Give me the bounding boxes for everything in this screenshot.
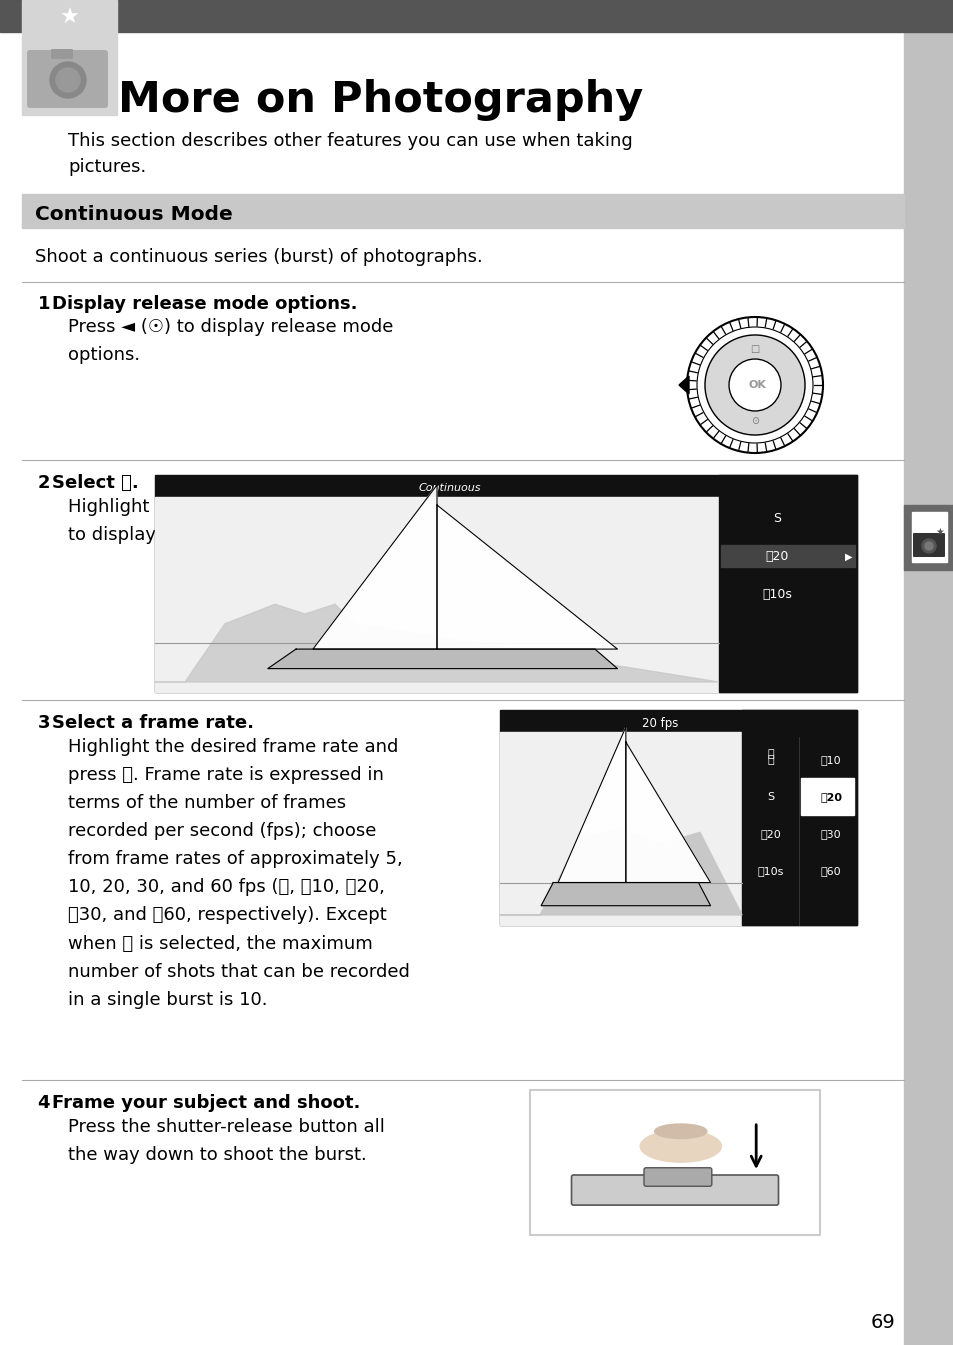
FancyBboxPatch shape xyxy=(571,1176,778,1205)
Bar xyxy=(903,504,953,570)
Circle shape xyxy=(704,335,804,434)
Text: ⎙20: ⎙20 xyxy=(760,829,781,839)
Text: ▶: ▶ xyxy=(844,551,852,562)
Text: Highlight the desired frame rate and
press ⒪. Frame rate is expressed in
terms o: Highlight the desired frame rate and pre… xyxy=(68,738,410,1009)
Text: S: S xyxy=(766,792,774,802)
Text: ⎙30: ⎙30 xyxy=(820,829,841,839)
Text: This section describes other features you can use when taking
pictures.: This section describes other features yo… xyxy=(68,132,632,176)
Polygon shape xyxy=(268,650,617,668)
Text: Press ◄ (☉) to display release mode
options.: Press ◄ (☉) to display release mode opti… xyxy=(68,317,393,364)
Text: Select a frame rate.: Select a frame rate. xyxy=(52,714,253,732)
Bar xyxy=(22,0,117,116)
Text: 2: 2 xyxy=(38,473,56,492)
FancyBboxPatch shape xyxy=(912,533,944,557)
Bar xyxy=(22,194,903,229)
Bar xyxy=(530,1089,820,1235)
Circle shape xyxy=(56,69,80,91)
FancyBboxPatch shape xyxy=(643,1167,711,1186)
Circle shape xyxy=(924,542,932,550)
Bar xyxy=(801,779,853,815)
Text: □: □ xyxy=(750,344,759,354)
Bar xyxy=(499,710,856,925)
Text: Select ⎙.: Select ⎙. xyxy=(52,473,138,492)
Text: ⎙: ⎙ xyxy=(766,749,773,759)
Text: ★: ★ xyxy=(935,527,943,537)
Text: 4: 4 xyxy=(38,1093,56,1112)
Text: 20 fps: 20 fps xyxy=(641,717,679,729)
Text: OK: OK xyxy=(747,381,765,390)
Bar xyxy=(741,710,856,925)
Text: ⎙20: ⎙20 xyxy=(764,550,788,564)
Text: ★: ★ xyxy=(60,8,80,28)
Bar xyxy=(154,498,719,691)
Text: Continuous Mode: Continuous Mode xyxy=(35,206,233,225)
Text: Shoot a continuous series (burst) of photographs.: Shoot a continuous series (burst) of pho… xyxy=(35,247,482,266)
Bar xyxy=(154,475,856,691)
Text: ⎙60: ⎙60 xyxy=(820,866,841,876)
Circle shape xyxy=(686,317,822,453)
Text: Display release mode options.: Display release mode options. xyxy=(52,295,357,313)
Ellipse shape xyxy=(654,1124,706,1138)
Polygon shape xyxy=(436,504,617,650)
Text: Continuous: Continuous xyxy=(418,483,480,494)
Text: ⊙: ⊙ xyxy=(750,416,759,426)
Polygon shape xyxy=(154,604,719,682)
Text: S: S xyxy=(772,512,781,526)
Polygon shape xyxy=(499,829,741,915)
Bar xyxy=(903,0,953,1345)
Text: ⌛10s: ⌛10s xyxy=(761,589,791,601)
Polygon shape xyxy=(625,742,710,882)
Ellipse shape xyxy=(639,1130,720,1162)
Text: ⌛10s: ⌛10s xyxy=(757,866,783,876)
Bar xyxy=(0,0,953,32)
Text: ⎙: ⎙ xyxy=(766,755,773,764)
FancyBboxPatch shape xyxy=(51,48,73,59)
Polygon shape xyxy=(540,882,710,905)
Bar xyxy=(499,732,741,925)
Bar xyxy=(530,1089,820,1235)
Polygon shape xyxy=(679,377,688,394)
Text: ⎙20: ⎙20 xyxy=(820,792,841,802)
Text: Highlight ⎙ (continuous) and press ▶
to display frame rate options.: Highlight ⎙ (continuous) and press ▶ to … xyxy=(68,498,397,545)
Text: More on Photography: More on Photography xyxy=(118,79,642,121)
Bar xyxy=(911,512,946,562)
Text: 1: 1 xyxy=(38,295,56,313)
Text: 69: 69 xyxy=(869,1313,894,1332)
Text: Press the shutter-release button all
the way down to shoot the burst.: Press the shutter-release button all the… xyxy=(68,1118,384,1165)
FancyBboxPatch shape xyxy=(27,50,108,108)
Bar xyxy=(719,475,856,691)
Polygon shape xyxy=(313,486,436,650)
Circle shape xyxy=(728,359,781,412)
Circle shape xyxy=(50,62,86,98)
Text: 3: 3 xyxy=(38,714,56,732)
Text: ⎙10: ⎙10 xyxy=(820,755,841,764)
Polygon shape xyxy=(558,728,625,882)
Circle shape xyxy=(921,539,935,553)
Text: Frame your subject and shoot.: Frame your subject and shoot. xyxy=(52,1093,360,1112)
Bar xyxy=(720,545,854,568)
FancyBboxPatch shape xyxy=(530,1089,820,1235)
